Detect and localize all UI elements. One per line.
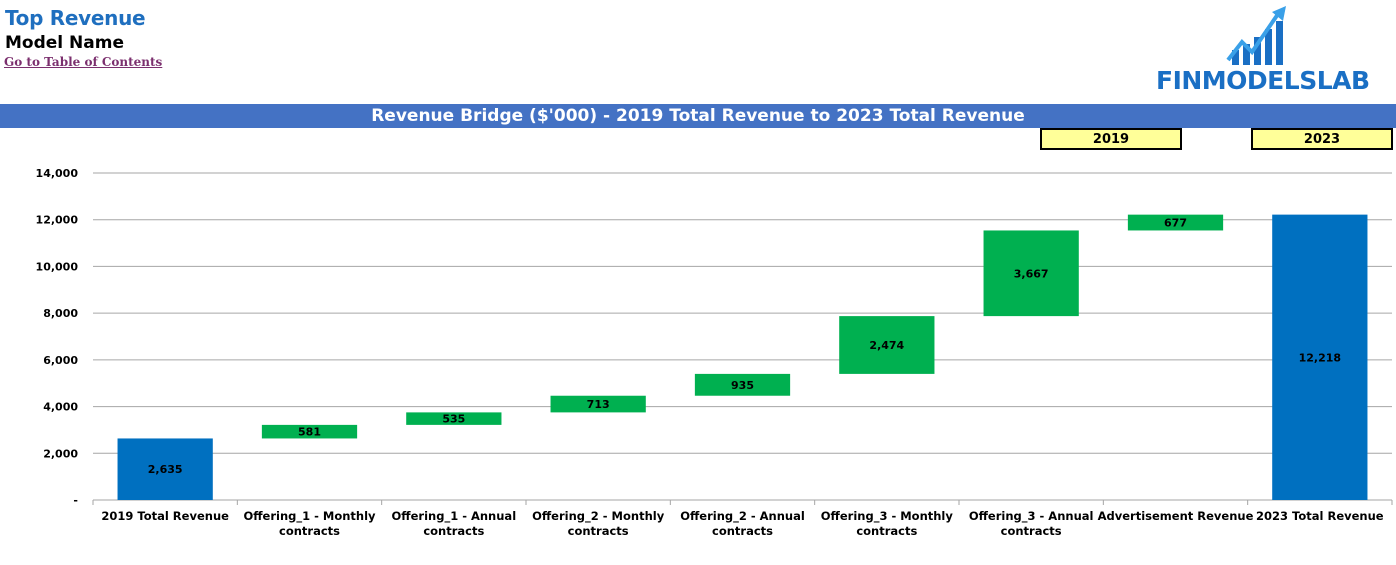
data-label: 581 xyxy=(298,426,321,439)
x-tick-label: Offering_2 - Monthly xyxy=(532,509,665,524)
x-tick-label: contracts xyxy=(1001,524,1062,538)
x-tick-label: contracts xyxy=(279,524,340,538)
data-label: 677 xyxy=(1164,217,1187,230)
x-tick-label: contracts xyxy=(856,524,917,538)
data-label: 2,474 xyxy=(869,339,904,352)
data-label: 2,635 xyxy=(148,463,183,476)
end-year-box: 2023 xyxy=(1251,128,1393,150)
start-year-box: 2019 xyxy=(1040,128,1182,150)
finmodelslab-logo: FINMODELSLAB xyxy=(1150,4,1386,96)
growth-chart-icon xyxy=(1226,6,1286,65)
increase-bar xyxy=(550,395,646,413)
data-label: 3,667 xyxy=(1014,267,1049,280)
increase-bar xyxy=(694,373,791,396)
data-label: 713 xyxy=(587,398,610,411)
x-tick-label: contracts xyxy=(568,524,629,538)
chart-title-banner: Revenue Bridge ($'000) - 2019 Total Reve… xyxy=(0,104,1396,128)
y-tick-label: 12,000 xyxy=(36,214,79,227)
increase-bar xyxy=(983,230,1079,317)
y-tick-label: 8,000 xyxy=(43,307,78,320)
total-bar xyxy=(117,438,213,500)
data-label: 535 xyxy=(442,413,465,426)
y-tick-label: - xyxy=(73,494,78,507)
x-tick-label: Offering_3 - Monthly xyxy=(821,509,954,524)
x-tick-label: contracts xyxy=(423,524,484,538)
increase-bar xyxy=(839,316,935,374)
x-tick-label: Offering_1 - Monthly xyxy=(243,509,376,524)
x-tick-label: Offering_2 - Annual xyxy=(680,509,805,524)
increase-bar xyxy=(1127,214,1224,231)
x-tick-label: contracts xyxy=(712,524,773,538)
model-name: Model Name xyxy=(5,33,124,53)
page-title: Top Revenue xyxy=(5,6,146,30)
data-label: 12,218 xyxy=(1299,351,1341,364)
y-tick-label: 4,000 xyxy=(43,401,78,414)
data-label: 935 xyxy=(731,379,754,392)
y-tick-label: 6,000 xyxy=(43,354,78,367)
x-tick-label: Offering_1 - Annual xyxy=(392,509,517,524)
x-tick-label: Advertisement Revenue xyxy=(1098,509,1254,523)
increase-bar xyxy=(406,412,502,425)
y-tick-label: 2,000 xyxy=(43,447,78,460)
x-tick-label: 2023 Total Revenue xyxy=(1256,509,1384,523)
table-of-contents-link[interactable]: Go to Table of Contents xyxy=(4,55,163,69)
x-tick-label: Offering_3 - Annual xyxy=(969,509,1094,524)
x-tick-label: 2019 Total Revenue xyxy=(101,509,229,523)
total-bar xyxy=(1272,214,1368,500)
logo-text: FINMODELSLAB xyxy=(1156,66,1370,95)
y-tick-label: 14,000 xyxy=(36,167,79,180)
increase-bar xyxy=(261,424,358,439)
y-tick-label: 10,000 xyxy=(36,260,79,273)
